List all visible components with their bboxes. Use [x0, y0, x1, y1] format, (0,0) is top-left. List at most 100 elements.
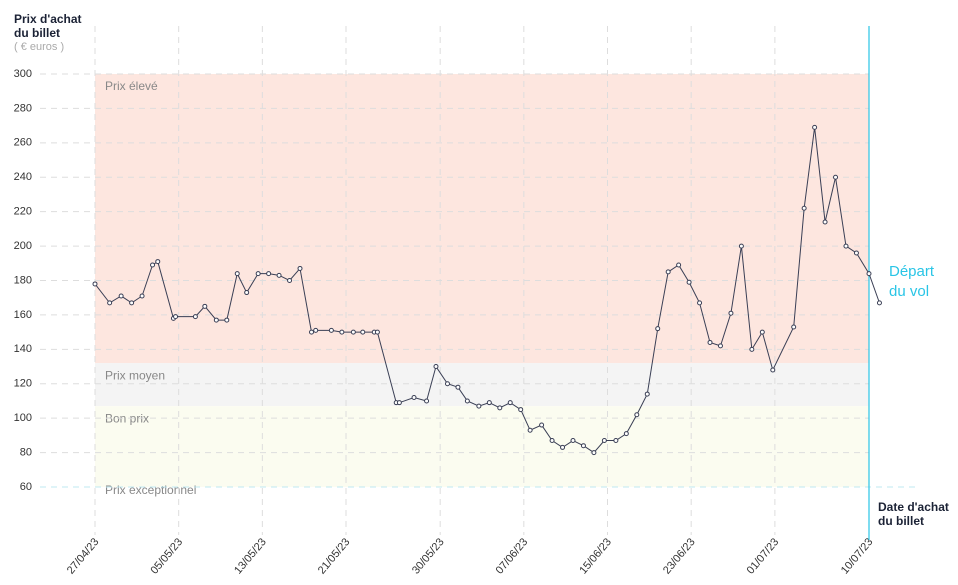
price-point: [570, 438, 576, 444]
price-point: [234, 271, 240, 277]
price-point: [644, 391, 650, 397]
price-point: [92, 281, 98, 287]
x-tick-label: 23/06/23: [661, 536, 698, 577]
price-point: [339, 329, 345, 335]
price-point: [350, 329, 356, 335]
price-zone: [95, 406, 869, 487]
y-unit: ( € euros ): [14, 41, 65, 53]
zone-label: Prix exceptionnel: [105, 483, 196, 497]
price-line: [94, 127, 880, 454]
price-point: [686, 279, 692, 285]
price-point: [539, 422, 545, 428]
price-point: [374, 329, 380, 335]
price-point: [129, 300, 135, 306]
price-point: [655, 326, 661, 332]
price-point: [791, 324, 797, 330]
price-point: [139, 293, 145, 299]
price-point: [287, 278, 293, 283]
x-tick-label: 10/07/23: [839, 536, 876, 577]
price-point: [876, 300, 882, 306]
price-point: [770, 367, 776, 373]
price-point: [455, 384, 461, 390]
price-point: [118, 293, 124, 299]
price-point: [244, 290, 250, 296]
price-point: [560, 444, 566, 450]
price-point: [497, 405, 503, 411]
zone-label: Prix moyen: [105, 368, 165, 382]
price-point: [601, 438, 607, 444]
price-point: [866, 271, 872, 277]
price-point: [486, 400, 492, 406]
price-point: [634, 412, 640, 418]
price-zone: [95, 363, 869, 407]
price-point: [707, 339, 713, 345]
y-tick-label: 300: [14, 68, 32, 80]
price-point: [411, 395, 417, 401]
price-point: [309, 329, 315, 335]
x-tick-label: 07/06/23: [494, 536, 531, 577]
price-point: [424, 398, 430, 404]
price-point: [297, 265, 303, 271]
x-tick-label: 21/05/23: [316, 536, 353, 577]
price-point: [518, 407, 524, 413]
y-tick-label: 80: [20, 446, 32, 458]
price-point: [759, 329, 765, 335]
price-zone: [95, 74, 869, 364]
y-tick-label: 200: [14, 240, 32, 252]
zone-label: Prix élevé: [105, 79, 158, 93]
price-point: [812, 124, 818, 130]
price-point: [476, 403, 482, 409]
price-point: [266, 271, 272, 277]
price-point: [801, 205, 807, 211]
price-point: [749, 346, 755, 352]
price-point: [507, 400, 513, 406]
x-tick-label: 05/05/23: [148, 536, 185, 577]
price-point: [155, 259, 161, 265]
price-point: [107, 300, 113, 306]
price-point: [202, 303, 208, 309]
x-tick-label: 30/05/23: [410, 536, 447, 577]
price-point: [464, 398, 470, 404]
price-point: [276, 272, 282, 278]
y-tick-label: 240: [14, 171, 32, 183]
x-tick-label: 27/04/23: [65, 536, 102, 577]
price-point: [623, 431, 629, 437]
price-point: [328, 327, 334, 333]
y-tick-label: 160: [14, 309, 32, 321]
price-point: [433, 364, 439, 370]
x-title: Date d'achat du billet: [878, 500, 949, 528]
price-point: [728, 310, 734, 316]
y-tick-label: 260: [14, 137, 32, 149]
price-point: [822, 219, 828, 225]
price-point: [313, 327, 319, 333]
price-point: [549, 438, 555, 444]
price-point: [613, 438, 619, 444]
price-point: [738, 243, 744, 249]
departure-label: Départ du vol: [889, 263, 935, 300]
price-point: [676, 262, 682, 268]
y-tick-label: 280: [14, 102, 32, 114]
price-point: [255, 271, 261, 277]
price-point: [853, 250, 859, 256]
price-point: [697, 300, 703, 306]
y-tick-label: 180: [14, 274, 32, 286]
x-tick-label: 01/07/23: [745, 536, 782, 577]
price-point: [717, 343, 723, 349]
x-tick-label: 13/05/23: [232, 536, 269, 577]
y-title: Prix d'achat du billet: [14, 12, 82, 40]
price-point: [150, 262, 156, 268]
price-point: [396, 400, 402, 406]
price-point: [213, 317, 219, 323]
price-point: [224, 317, 230, 323]
y-tick-label: 120: [14, 378, 32, 390]
x-tick-label: 15/06/23: [577, 536, 614, 577]
y-tick-label: 140: [14, 343, 32, 355]
price-point: [843, 243, 849, 249]
price-point: [444, 381, 450, 387]
price-point: [591, 450, 597, 456]
price-point: [833, 174, 839, 180]
y-tick-label: 220: [14, 206, 32, 218]
y-tick-label: 100: [14, 412, 32, 424]
